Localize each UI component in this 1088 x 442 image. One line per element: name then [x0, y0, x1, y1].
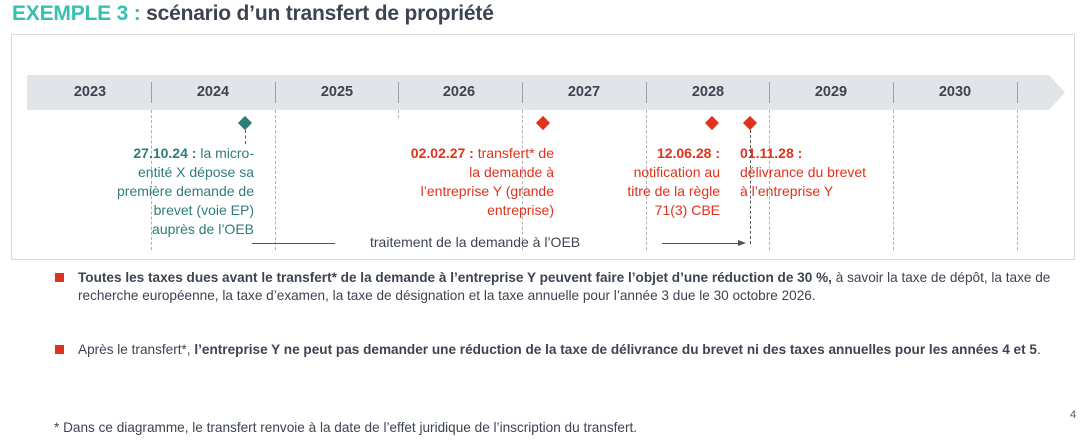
- event-filing: 27.10.24 : la micro- entité X dépose sa …: [70, 144, 254, 239]
- process-line-left: [252, 243, 335, 244]
- event-notification: 12.06.28 : notification au titre de la r…: [590, 144, 720, 220]
- event-transfer: 02.02.27 : transfert* de la demande à l’…: [372, 144, 554, 220]
- year-gridline: [275, 110, 276, 250]
- event-date: 02.02.27 :: [411, 145, 474, 161]
- year-2029: 2029: [772, 75, 890, 110]
- year-gridline: [1017, 110, 1018, 250]
- footnote: * Dans ce diagramme, le transfert renvoi…: [54, 420, 637, 435]
- bullet-reduction: Toutes les taxes dues avant le transfert…: [55, 269, 1075, 305]
- year-2028: 2028: [649, 75, 767, 110]
- process-arrow-icon: [738, 240, 746, 246]
- bullet-after-transfer: Après le transfert*, l’entreprise Y ne p…: [55, 341, 1075, 359]
- year-divider: [398, 82, 399, 103]
- year-divider: [893, 82, 894, 103]
- event-date: 27.10.24 :: [133, 145, 196, 161]
- title-text: scénario d’un transfert de propriété: [146, 2, 494, 25]
- year-2023: 2023: [31, 75, 149, 110]
- event-date: 12.06.28 :: [657, 145, 720, 161]
- title-prefix: EXEMPLE 3 :: [12, 2, 141, 25]
- year-divider: [646, 82, 647, 103]
- bullet-square-icon: [55, 345, 64, 354]
- year-2030: 2030: [896, 75, 1014, 110]
- year-2027: 2027: [525, 75, 643, 110]
- bullet-square-icon: [55, 273, 64, 282]
- process-line-right: [662, 243, 740, 244]
- year-divider: [1017, 82, 1018, 103]
- year-divider: [151, 82, 152, 103]
- year-divider: [275, 82, 276, 103]
- page-number: 4: [1070, 409, 1076, 421]
- page-title: EXEMPLE 3 : scénario d’un transfert de p…: [12, 2, 494, 26]
- year-2024: 2024: [154, 75, 272, 110]
- event-date: 01.11.28 :: [740, 145, 802, 161]
- year-2026: 2026: [400, 75, 518, 110]
- year-divider: [522, 82, 523, 103]
- event-grant: 01.11.28 : délivrance du brevet à l’entr…: [740, 144, 900, 201]
- process-label: traitement de la demande à l’OEB: [370, 234, 580, 250]
- year-2025: 2025: [278, 75, 396, 110]
- event-stem: [245, 130, 246, 144]
- year-gridline: [398, 110, 399, 118]
- year-divider: [769, 82, 770, 103]
